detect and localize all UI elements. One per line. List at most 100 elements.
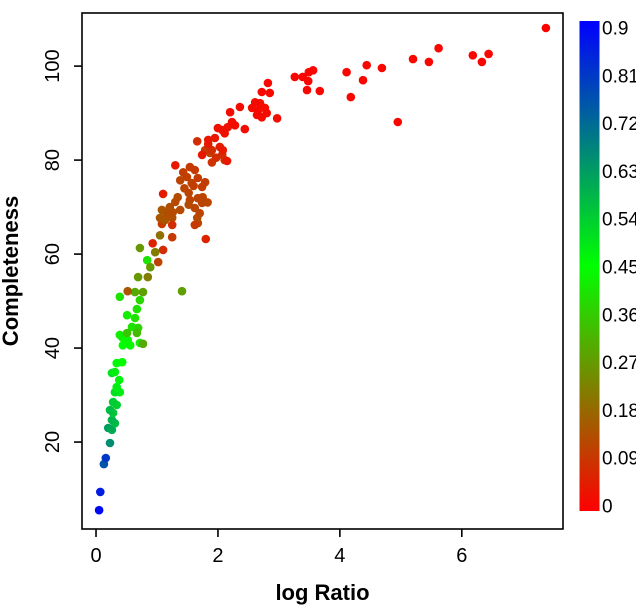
colorbar-tick-label: 0.36 xyxy=(602,305,636,326)
data-point xyxy=(130,313,140,323)
data-point xyxy=(484,49,493,59)
data-point xyxy=(203,198,212,207)
data-point xyxy=(342,67,351,77)
data-point xyxy=(143,272,153,282)
data-point xyxy=(107,425,117,435)
colorbar-tick-label: 0.54 xyxy=(602,210,636,231)
x-tick-label: 0 xyxy=(90,545,101,567)
data-point xyxy=(115,292,125,302)
colorbar xyxy=(579,21,600,511)
data-point xyxy=(200,177,210,187)
data-point xyxy=(184,188,193,198)
data-point xyxy=(135,243,145,253)
data-point xyxy=(468,51,478,60)
data-point xyxy=(96,487,105,497)
data-point xyxy=(192,137,202,146)
y-tick-label: 60 xyxy=(42,243,64,265)
data-point xyxy=(358,75,368,85)
data-point xyxy=(346,92,356,102)
data-point xyxy=(160,215,170,225)
data-point xyxy=(235,102,245,112)
data-point xyxy=(112,358,121,368)
data-point xyxy=(132,328,142,338)
data-point xyxy=(308,66,318,75)
data-point xyxy=(195,208,204,218)
data-point xyxy=(201,234,211,244)
data-point xyxy=(142,255,152,265)
colorbar-labels: 0 0.09 0.18 0.27 0.36 0.45 0.54 0.63 0.72 0.81 0.9 xyxy=(602,19,636,518)
data-point xyxy=(138,287,148,297)
data-point xyxy=(263,78,273,88)
data-point xyxy=(302,85,312,95)
data-point xyxy=(393,117,403,127)
data-point xyxy=(158,189,168,199)
data-point xyxy=(132,304,142,314)
colorbar-tick-label: 0.63 xyxy=(602,162,636,183)
data-point xyxy=(408,54,418,64)
data-point xyxy=(175,205,185,215)
data-point xyxy=(167,232,177,242)
data-point xyxy=(218,145,228,155)
data-point xyxy=(108,397,118,407)
data-point xyxy=(107,415,117,425)
colorbar-tick-label: 0.09 xyxy=(602,449,636,470)
data-point xyxy=(122,310,132,320)
data-point xyxy=(210,133,220,143)
data-point xyxy=(434,43,443,53)
data-point xyxy=(135,295,145,305)
data-point xyxy=(177,286,187,296)
data-point xyxy=(105,438,115,448)
y-tick-label: 80 xyxy=(42,149,64,171)
data-point xyxy=(133,272,143,282)
plot-border xyxy=(81,12,564,530)
data-point xyxy=(178,168,188,177)
data-point xyxy=(158,245,168,255)
data-point xyxy=(190,220,200,230)
y-axis-title: Completeness xyxy=(0,196,23,346)
data-point xyxy=(265,88,275,98)
data-point xyxy=(377,63,387,73)
data-point xyxy=(257,113,267,122)
x-axis-ticks: 0 2 4 6 xyxy=(90,529,467,567)
data-point xyxy=(148,239,157,248)
data-point xyxy=(112,382,121,392)
x-tick-label: 2 xyxy=(212,545,223,567)
colorbar-tick-label: 0.45 xyxy=(602,258,636,279)
data-point xyxy=(153,257,163,267)
data-point xyxy=(165,202,175,212)
colorbar-tick-label: 0.81 xyxy=(602,66,636,87)
data-point xyxy=(362,60,372,70)
data-point xyxy=(541,23,551,33)
data-point xyxy=(315,86,325,96)
y-tick-label: 20 xyxy=(42,431,64,453)
data-point xyxy=(155,231,165,240)
data-point xyxy=(193,173,203,183)
data-point xyxy=(225,107,235,117)
x-tick-label: 6 xyxy=(456,545,467,567)
data-point xyxy=(123,286,132,296)
data-point xyxy=(171,161,180,170)
data-point xyxy=(94,505,104,515)
data-point xyxy=(189,181,198,191)
data-point xyxy=(303,76,313,86)
colorbar-tick-label: 0.9 xyxy=(602,19,628,40)
data-point xyxy=(105,405,115,415)
data-point xyxy=(101,453,111,463)
data-points xyxy=(94,23,551,515)
data-point xyxy=(150,247,160,257)
data-point xyxy=(130,287,140,297)
data-point xyxy=(122,328,132,338)
data-point xyxy=(203,135,213,145)
data-point xyxy=(138,339,148,349)
data-point xyxy=(197,150,207,160)
data-point xyxy=(110,367,120,377)
data-point xyxy=(146,262,155,272)
data-point xyxy=(167,220,177,230)
colorbar-tick-label: 0.27 xyxy=(602,353,636,374)
y-axis-ticks: 20 40 60 80 100 xyxy=(42,49,82,453)
colorbar-tick-label: 0.18 xyxy=(602,401,636,422)
data-point xyxy=(272,114,282,123)
data-point xyxy=(257,87,267,97)
